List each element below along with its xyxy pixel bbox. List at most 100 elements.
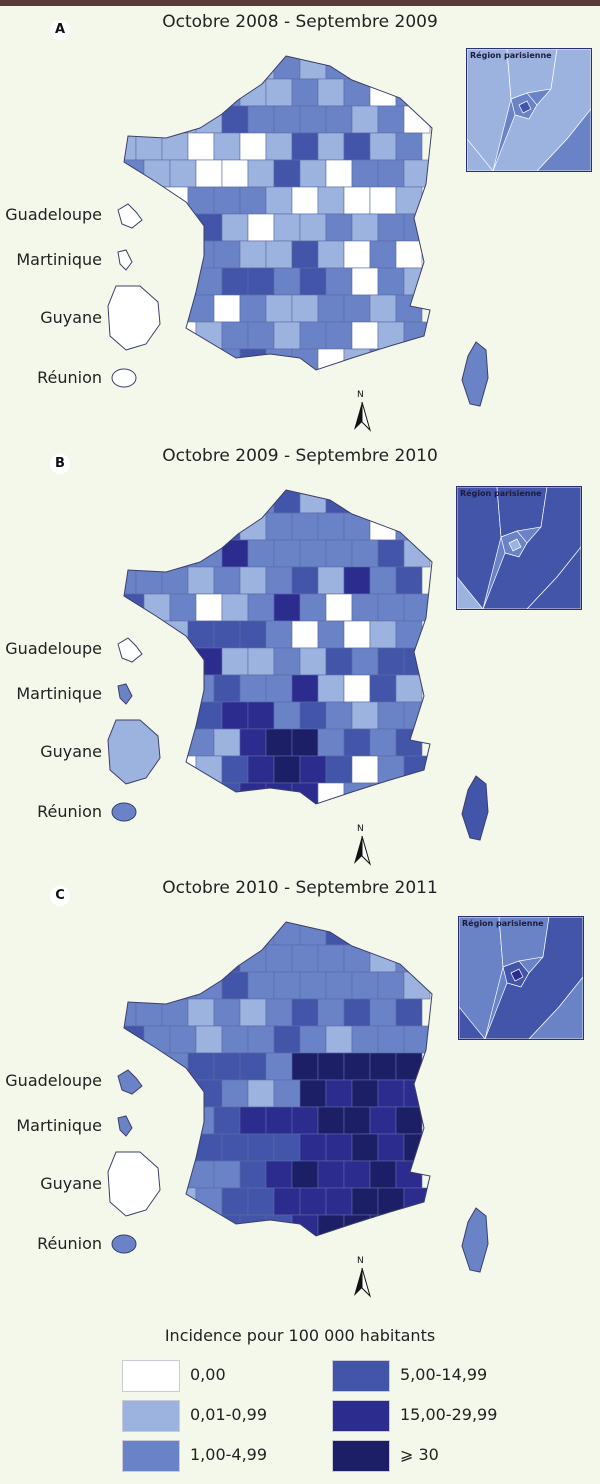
department-area (124, 105, 145, 134)
department-area (143, 647, 171, 676)
label-martinique: Martinique (16, 250, 102, 269)
department-area (195, 1025, 223, 1054)
map-panel-a: Octobre 2008 - Septembre 2009 A Guadelou… (0, 6, 600, 436)
department-area (195, 490, 223, 514)
department-area (395, 1214, 423, 1236)
department-area (161, 728, 189, 757)
department-area (369, 186, 397, 215)
department-area (187, 674, 215, 703)
department-area (239, 132, 267, 161)
department-area (377, 267, 405, 296)
department-area (377, 56, 405, 80)
label-guadeloupe: Guadeloupe (5, 1071, 102, 1090)
department-area (213, 728, 241, 757)
department-area (221, 1079, 249, 1108)
department-area (221, 701, 249, 730)
department-area (273, 701, 301, 730)
legend: Incidence pour 100 000 habitants 0,00 0,… (0, 1318, 600, 1478)
inset-department (508, 538, 522, 552)
department-area (273, 159, 301, 188)
inset-department (518, 100, 532, 114)
department-area (343, 186, 371, 215)
department-area (299, 490, 327, 514)
department-area (169, 539, 197, 568)
department-area (273, 1079, 301, 1108)
department-area (195, 159, 223, 188)
department-area (395, 566, 423, 595)
department-area (239, 1160, 267, 1189)
label-guyane: Guyane (40, 1174, 102, 1193)
department-area (395, 620, 423, 649)
department-area (369, 294, 397, 323)
department-area (395, 944, 423, 973)
panel-title: Octobre 2008 - Septembre 2009 (162, 12, 438, 32)
department-area (299, 701, 327, 730)
department-area (291, 1052, 319, 1081)
department-area (325, 755, 353, 784)
inset-department (492, 49, 591, 171)
reunion-shape (111, 1234, 137, 1254)
department-area (239, 728, 267, 757)
department-area (395, 348, 423, 370)
martinique-shape (117, 1115, 133, 1137)
department-area (351, 1187, 379, 1216)
department-area (169, 922, 197, 946)
department-area (239, 1106, 267, 1135)
department-area (265, 674, 293, 703)
department-area (195, 267, 223, 296)
label-martinique: Martinique (16, 1116, 102, 1135)
department-area (343, 294, 371, 323)
department-area (403, 922, 431, 946)
department-area (395, 294, 423, 323)
inset-title: Région parisienne (460, 489, 542, 498)
department-area (143, 1133, 171, 1162)
department-area (325, 593, 353, 622)
department-area (135, 674, 163, 703)
department-area (187, 782, 215, 804)
department-area (369, 1106, 397, 1135)
inset-department (510, 968, 524, 982)
department-area (299, 971, 327, 1000)
department-area (395, 782, 423, 804)
department-area (343, 512, 371, 541)
department-area (369, 78, 397, 107)
department-area (124, 159, 145, 188)
department-area (247, 1133, 275, 1162)
department-area (239, 998, 267, 1027)
map-panel-c: Octobre 2010 - Septembre 2011 C Guadelou… (0, 872, 600, 1302)
department-area (395, 132, 423, 161)
label-guyane: Guyane (40, 742, 102, 761)
department-area (221, 267, 249, 296)
department-area (213, 674, 241, 703)
department-area (124, 78, 137, 107)
department-area (351, 490, 379, 514)
department-area (161, 1160, 189, 1189)
department-area (317, 240, 345, 269)
legend-label: 1,00-4,99 (190, 1445, 268, 1464)
department-area (369, 944, 397, 973)
department-area (299, 539, 327, 568)
inset-department (484, 917, 583, 1039)
department-area (317, 1214, 345, 1236)
department-area (291, 240, 319, 269)
department-area (161, 348, 189, 370)
department-area (273, 539, 301, 568)
department-area (247, 1079, 275, 1108)
department-area (343, 1160, 371, 1189)
department-area (403, 56, 431, 80)
north-arrow: N (350, 390, 374, 434)
department-area (291, 1214, 319, 1236)
department-area (291, 294, 319, 323)
department-area (317, 348, 345, 370)
department-area (351, 1133, 379, 1162)
department-area (143, 490, 171, 514)
department-area (343, 674, 371, 703)
department-area (403, 213, 431, 242)
department-area (343, 78, 371, 107)
department-area (265, 78, 293, 107)
department-area (161, 782, 189, 804)
department-area (317, 132, 345, 161)
department-area (325, 159, 353, 188)
france-map (107, 55, 489, 407)
north-arrow-icon (354, 835, 372, 866)
